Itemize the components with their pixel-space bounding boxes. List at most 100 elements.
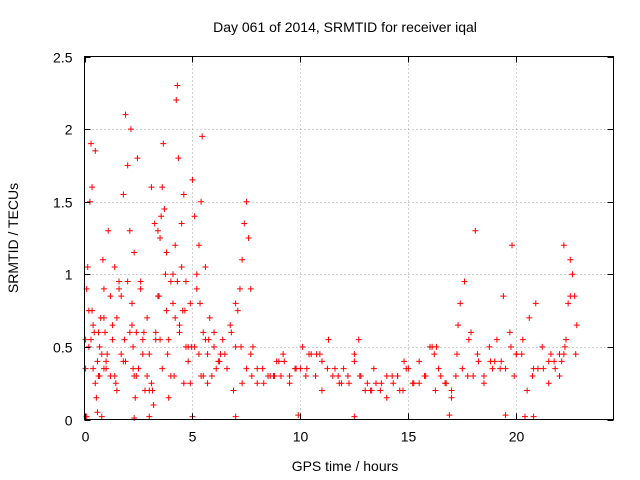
data-point-marker bbox=[378, 380, 385, 387]
data-point-marker bbox=[133, 372, 140, 379]
data-point-marker bbox=[131, 249, 138, 256]
data-point-marker bbox=[556, 372, 563, 379]
data-point-marker bbox=[383, 372, 390, 379]
data-point-marker bbox=[493, 336, 500, 343]
data-point-marker bbox=[390, 380, 397, 387]
data-point-marker bbox=[399, 387, 406, 394]
data-point-marker bbox=[569, 271, 576, 278]
data-point-marker bbox=[140, 329, 147, 336]
data-point-marker bbox=[313, 351, 320, 358]
data-point-marker bbox=[545, 358, 552, 365]
data-point-marker bbox=[461, 278, 468, 285]
data-point-marker bbox=[172, 242, 179, 249]
data-point-marker bbox=[502, 365, 509, 372]
data-point-marker bbox=[172, 314, 179, 321]
data-point-marker bbox=[507, 343, 514, 350]
data-point-marker bbox=[239, 380, 246, 387]
plot-border bbox=[84, 56, 614, 420]
data-point-marker bbox=[312, 372, 319, 379]
data-point-marker bbox=[519, 336, 526, 343]
data-point-marker bbox=[302, 372, 309, 379]
data-point-marker bbox=[182, 343, 189, 350]
data-point-marker bbox=[84, 264, 91, 271]
data-point-marker bbox=[113, 314, 120, 321]
data-point-marker bbox=[163, 307, 170, 314]
data-point-marker bbox=[219, 336, 226, 343]
data-point-marker bbox=[130, 365, 137, 372]
data-point-marker bbox=[100, 314, 107, 321]
data-point-marker bbox=[224, 365, 231, 372]
data-point-marker bbox=[86, 198, 93, 205]
chart-title: Day 061 of 2014, SRMTID for receiver iqa… bbox=[213, 19, 477, 35]
data-point-marker bbox=[178, 220, 185, 227]
data-point-marker bbox=[389, 372, 396, 379]
data-point-marker bbox=[116, 285, 123, 292]
data-point-marker bbox=[105, 227, 112, 234]
data-point-marker bbox=[208, 372, 215, 379]
data-point-marker bbox=[464, 372, 471, 379]
data-point-marker bbox=[200, 329, 207, 336]
data-point-marker bbox=[100, 285, 107, 292]
data-point-marker bbox=[102, 329, 109, 336]
data-point-marker bbox=[202, 264, 209, 271]
data-point-marker bbox=[443, 380, 450, 387]
data-point-marker bbox=[178, 264, 185, 271]
x-tick-label: 10 bbox=[293, 429, 309, 445]
data-point-marker bbox=[270, 372, 277, 379]
data-point-marker bbox=[195, 242, 202, 249]
data-point-marker bbox=[539, 343, 546, 350]
data-point-marker bbox=[560, 242, 567, 249]
data-point-marker bbox=[506, 329, 513, 336]
data-point-marker bbox=[521, 413, 528, 420]
data-point-marker bbox=[551, 358, 558, 365]
data-point-marker bbox=[561, 343, 568, 350]
data-point-marker bbox=[174, 82, 181, 89]
data-point-marker bbox=[211, 343, 218, 350]
data-point-marker bbox=[480, 380, 487, 387]
data-point-marker bbox=[157, 235, 164, 241]
data-point-marker bbox=[146, 351, 153, 358]
data-point-marker bbox=[524, 387, 531, 394]
data-point-marker bbox=[132, 394, 139, 401]
data-point-marker bbox=[107, 293, 114, 300]
data-point-marker bbox=[509, 242, 516, 249]
data-point-marker bbox=[254, 365, 261, 372]
data-point-marker bbox=[236, 285, 243, 292]
data-point-marker bbox=[260, 380, 267, 387]
data-point-marker bbox=[567, 256, 574, 263]
data-point-marker bbox=[437, 372, 444, 379]
grid-lines bbox=[84, 56, 614, 420]
data-point-marker bbox=[394, 372, 401, 379]
data-point-marker bbox=[275, 358, 282, 365]
data-point-marker bbox=[92, 380, 99, 387]
x-tick-label: 20 bbox=[509, 429, 525, 445]
data-point-marker bbox=[111, 264, 118, 271]
data-point-marker bbox=[243, 198, 250, 205]
data-point-marker bbox=[480, 372, 487, 379]
data-point-marker bbox=[98, 413, 105, 420]
data-point-marker bbox=[159, 184, 166, 191]
data-point-marker bbox=[179, 307, 186, 314]
data-point-marker bbox=[239, 256, 246, 263]
data-point-marker bbox=[109, 336, 116, 343]
data-point-marker bbox=[135, 365, 142, 372]
data-point-marker bbox=[303, 365, 310, 372]
data-point-marker bbox=[120, 191, 127, 198]
data-point-marker bbox=[104, 351, 111, 358]
data-point-marker bbox=[410, 380, 417, 387]
data-point-marker bbox=[355, 336, 362, 343]
data-point-marker bbox=[90, 322, 97, 329]
data-point-marker bbox=[159, 365, 166, 372]
data-point-marker bbox=[129, 322, 136, 329]
y-tick-label: 2 bbox=[65, 122, 73, 138]
data-point-marker bbox=[149, 387, 156, 394]
data-point-marker bbox=[197, 300, 204, 307]
data-point-marker bbox=[85, 343, 92, 350]
data-point-marker bbox=[174, 278, 181, 285]
data-point-marker bbox=[367, 387, 374, 394]
data-point-marker bbox=[133, 329, 140, 336]
data-point-marker bbox=[173, 97, 180, 104]
data-point-marker bbox=[475, 358, 482, 365]
data-point-marker bbox=[299, 343, 306, 350]
